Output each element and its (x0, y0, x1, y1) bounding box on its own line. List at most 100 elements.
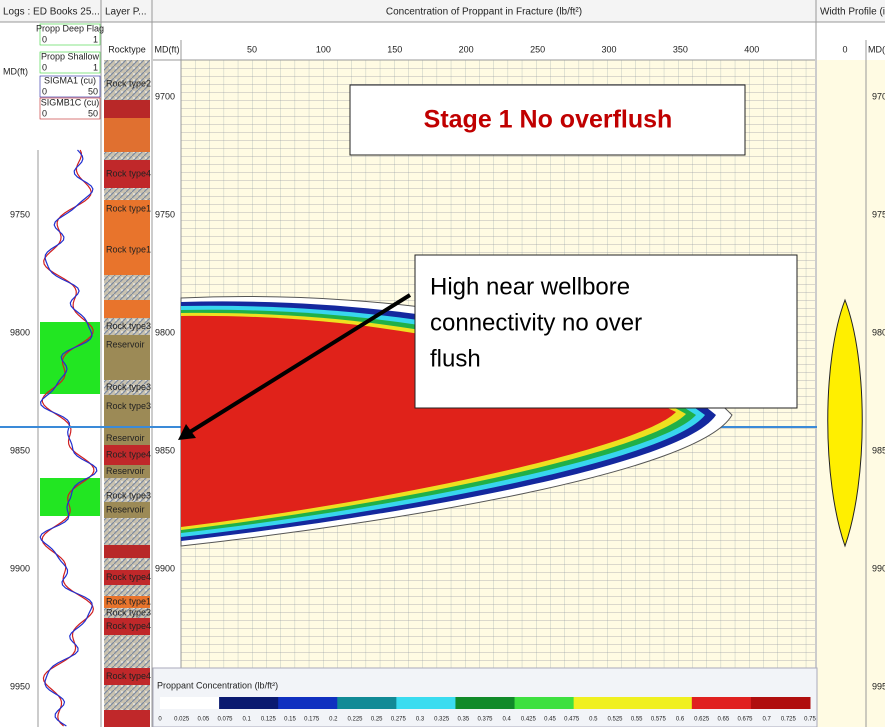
legend-tick: 0.05 (197, 717, 209, 723)
depth-header: MD(ft) (3, 66, 28, 76)
legend-tick: 0.175 (304, 717, 320, 723)
depth-label: 9750 (10, 209, 30, 219)
track-header (39, 51, 101, 74)
legend-tick: 0.25 (371, 717, 383, 723)
layer-label: Rock type1 (106, 244, 151, 254)
legend-tick: 0.575 (651, 717, 667, 723)
layer-label: Rock type4 (106, 621, 151, 631)
callout-text: connectivity no over (430, 309, 642, 336)
layer-block (104, 218, 150, 240)
depth-label: 9700 (155, 91, 175, 101)
legend-tick: 0.675 (737, 717, 753, 723)
depth-label: 9750 (872, 209, 885, 219)
layer-block (104, 502, 150, 518)
depth-label: 9950 (10, 681, 30, 691)
depth-label: 9800 (872, 327, 885, 337)
legend-tick: 0.025 (174, 717, 190, 723)
depth-label: 9850 (872, 445, 885, 455)
log-curve (39, 149, 98, 727)
layer-block (104, 710, 150, 727)
track-header (39, 75, 101, 98)
layer-block (104, 418, 150, 432)
legend-tick: 0.625 (694, 717, 710, 723)
layer-label: Reservoir (106, 504, 145, 514)
legend-tick: 0.65 (717, 717, 729, 723)
track-name: SIGMB1C (cu) (41, 97, 100, 107)
track-name: Propp Deep Flag (36, 23, 104, 33)
layer-block (104, 432, 150, 445)
legend-tick: 0.125 (261, 717, 277, 723)
log-fill (40, 322, 100, 394)
legend-tick: 0.35 (457, 717, 469, 723)
legend-title: Proppant Concentration (lb/ft²) (157, 680, 278, 690)
layer-block (104, 335, 150, 355)
legend-tick: 0.5 (589, 717, 598, 723)
depth-header: MD(f (868, 44, 885, 54)
color-swatch (160, 697, 220, 709)
depth-label: 9950 (872, 681, 885, 691)
layer-label: Rock type4 (106, 671, 151, 681)
color-swatch (219, 697, 279, 709)
layer-block (104, 100, 150, 118)
color-swatch (750, 697, 811, 709)
depth-label: 9900 (155, 563, 175, 573)
layer-label: Rock type1 (106, 596, 151, 606)
layer-label: Rock type2 (106, 78, 151, 88)
depth-label: 9900 (872, 563, 885, 573)
legend-tick: 0.2 (329, 717, 338, 723)
x-tick-label: 200 (459, 44, 474, 54)
layer-block (104, 570, 150, 585)
legend-tick: 0.325 (434, 717, 450, 723)
track-min: 0 (42, 62, 47, 72)
track-min: 0 (42, 86, 47, 96)
legend-tick: 0.425 (521, 717, 537, 723)
x-tick-label: 400 (744, 44, 759, 54)
layer-label: Rock type4 (106, 572, 151, 582)
layer-block (104, 596, 150, 608)
color-swatch (455, 697, 516, 709)
track-max: 1 (93, 62, 98, 72)
layer-block (104, 240, 150, 260)
header-bar (0, 0, 885, 22)
depth-label: 9800 (10, 327, 30, 337)
layer-block (104, 445, 150, 465)
callout-text: High near wellbore (430, 273, 630, 300)
track-header (39, 97, 101, 120)
track-header (39, 23, 101, 46)
depth-label: 9850 (10, 445, 30, 455)
layer-block (104, 395, 150, 418)
depth-label: 9800 (155, 327, 175, 337)
arrow-head (178, 424, 196, 440)
track-max: 1 (93, 34, 98, 44)
color-swatch (514, 697, 575, 709)
layer-label: Rock type4 (106, 168, 151, 178)
legend-tick: 0.15 (284, 717, 296, 723)
x-tick-label: 350 (673, 44, 688, 54)
x-tick-label: 250 (530, 44, 545, 54)
stage-label: Stage 1 No overflush (424, 106, 673, 134)
legend-tick: 0 (158, 717, 162, 723)
track-name: SIGMA1 (cu) (44, 75, 96, 85)
width-lens (827, 298, 863, 548)
legend-tick: 0.275 (391, 717, 407, 723)
legend-tick: 0.225 (347, 717, 363, 723)
panel-title: Logs : ED Books 25... (3, 7, 100, 18)
layer-block (104, 300, 150, 318)
depth-label: 9700 (872, 91, 885, 101)
layer-label: Rock type3 (106, 490, 151, 500)
panel-title: Concentration of Proppant in Fracture (l… (386, 7, 582, 18)
layer-block (104, 260, 150, 275)
color-swatch (573, 697, 634, 709)
track-name: Propp Shallow (41, 51, 100, 61)
legend-tick: 0.475 (564, 717, 580, 723)
legend-tick: 0.075 (217, 717, 233, 723)
callout-text: flush (430, 345, 481, 372)
layer-label: Reservoir (106, 339, 145, 349)
layer-label: Rock type3 (106, 401, 151, 411)
stage-box (349, 84, 746, 156)
color-swatch (632, 697, 693, 709)
layer-label: Reservoir (106, 433, 145, 443)
panel-title: Layer P... (105, 7, 147, 18)
layer-column: Rock type2 Rock type4 Rock type1 Rock type1… (104, 60, 151, 727)
